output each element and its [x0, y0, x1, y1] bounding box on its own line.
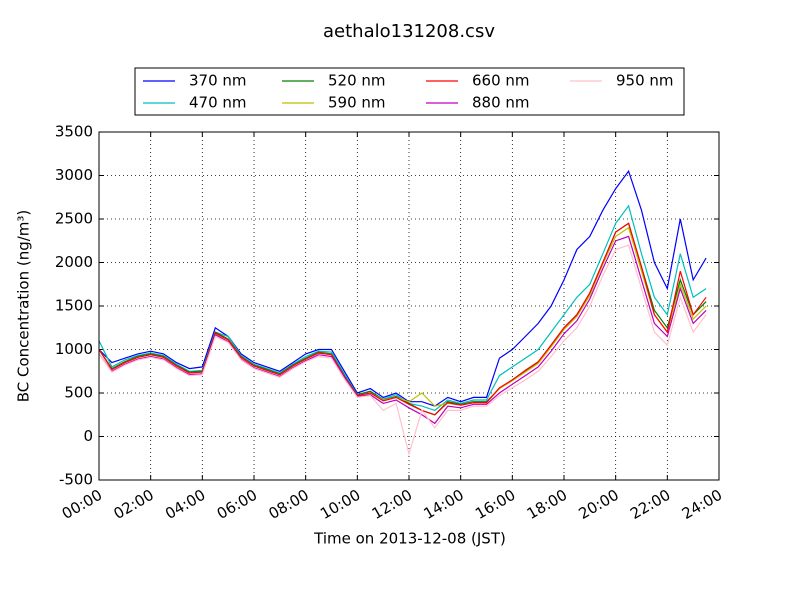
plot-frame [98, 131, 720, 481]
chart-title: aethalo131208.csv [323, 21, 495, 42]
legend-label: 370 nm [189, 72, 247, 90]
y-tick-label: 2500 [55, 210, 93, 228]
line-series [99, 222, 707, 416]
y-tick-label: -500 [59, 471, 93, 489]
line-series [99, 244, 707, 457]
y-tick-label: 1000 [55, 340, 93, 358]
y-tick-label: 3500 [55, 123, 93, 141]
legend-label: 520 nm [328, 72, 386, 90]
legend-label: 660 nm [472, 72, 530, 90]
legend-box [134, 67, 685, 116]
legend-label: 880 nm [472, 94, 530, 112]
x-axis-label: Time on 2013-12-08 (JST) [313, 530, 506, 548]
legend-label: 950 nm [616, 72, 674, 90]
y-tick-label: 2000 [55, 253, 93, 271]
y-tick-label: 500 [64, 384, 93, 402]
line-series [99, 235, 707, 425]
y-axis-label: BC Concentration (ng/m³) [15, 210, 33, 403]
legend-label: 470 nm [189, 94, 247, 112]
y-tick-label: 1500 [55, 297, 93, 315]
legend-label: 590 nm [328, 94, 386, 112]
y-tick-label: 3000 [55, 166, 93, 184]
y-tick-label: 0 [83, 427, 93, 445]
line-series [99, 169, 707, 407]
